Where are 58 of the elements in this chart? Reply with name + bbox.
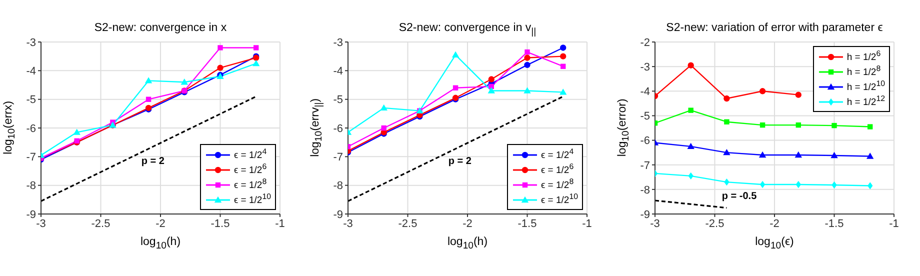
- y-tick-label: -5: [333, 94, 343, 106]
- legend-label: h = 1/2$^{6}$: [846, 49, 881, 64]
- x-tick-label: -3: [343, 218, 353, 230]
- y-tick-label: -7: [640, 160, 650, 172]
- x-tick-label: -1: [889, 218, 899, 230]
- y-tick-label: -4: [333, 66, 343, 78]
- y-tick-label: -8: [333, 180, 343, 192]
- y-tick-label: -8: [26, 180, 36, 192]
- legend-label: ϵ = 1/2$^{4}$: [540, 147, 574, 162]
- legend-label: h = 1/2$^{12}$: [846, 94, 885, 109]
- y-tick-label: -3: [26, 36, 36, 49]
- x-tick-label: -2.5: [398, 218, 418, 230]
- y-tick-label: -4: [640, 86, 650, 98]
- legend-label: ϵ = 1/2$^{10}$: [540, 192, 578, 207]
- x-tick-label: -1.5: [210, 218, 230, 230]
- y-tick-label: -6: [640, 135, 650, 148]
- legend-label: ϵ = 1/2$^{6}$: [540, 162, 574, 177]
- x-tick-label: -1.5: [824, 218, 844, 230]
- legend-label: ϵ = 1/2$^{6}$: [234, 162, 267, 177]
- y-tick-label: -5: [26, 94, 36, 106]
- x-tick-label: -3: [36, 218, 46, 230]
- y-tick-label: -3: [333, 36, 343, 49]
- y-tick-label: -6: [333, 122, 343, 135]
- y-tick-label: -8: [640, 184, 650, 196]
- y-tick-label: -3: [640, 61, 650, 74]
- x-tick-label: -2: [770, 218, 780, 230]
- x-tick-label: -2: [156, 218, 166, 230]
- annotation: p = 2: [141, 156, 164, 168]
- chart-title: S2-new: variation of error with parameter ϵ: [665, 22, 884, 34]
- y-tick-label: -6: [26, 122, 36, 135]
- chart-title: S2-new: convergence in v$_{||}$: [398, 22, 538, 38]
- x-tick-label: -2.5: [705, 218, 724, 230]
- x-tick-label: -1.5: [518, 218, 537, 230]
- y-tick-label: -4: [26, 66, 36, 78]
- x-tick-label: -2: [462, 218, 472, 230]
- x-axis-title: log$_{10}$(ϵ): [754, 236, 795, 252]
- x-tick-label: -1: [582, 218, 592, 230]
- y-tick-label: -7: [26, 152, 36, 164]
- y-tick-label: -9: [640, 208, 650, 221]
- legend-label: h = 1/2$^{8}$: [846, 64, 881, 79]
- x-tick-label: -3: [650, 218, 660, 230]
- x-axis-title: log$_{10}$(h): [446, 236, 489, 252]
- legend-label: ϵ = 1/2$^{8}$: [234, 177, 267, 192]
- y-tick-label: -2: [640, 36, 650, 49]
- x-tick-label: -2.5: [91, 218, 110, 230]
- y-tick-label: -9: [26, 208, 36, 221]
- y-tick-label: -5: [640, 110, 650, 123]
- chart-title: S2-new: convergence in x: [93, 22, 228, 34]
- legend-label: h = 1/2$^{10}$: [846, 79, 885, 94]
- legend-label: ϵ = 1/2$^{8}$: [540, 177, 574, 192]
- x-axis-title: log$_{10}$(h): [139, 236, 182, 252]
- annotation: p = -0.5: [722, 190, 757, 202]
- y-tick-label: -9: [333, 208, 343, 221]
- x-tick-label: -1: [275, 218, 285, 230]
- legend-label: ϵ = 1/2$^{10}$: [234, 192, 271, 207]
- legend-label: ϵ = 1/2$^{4}$: [234, 147, 267, 162]
- y-tick-label: -7: [333, 152, 343, 164]
- annotation: p = 2: [448, 156, 472, 168]
